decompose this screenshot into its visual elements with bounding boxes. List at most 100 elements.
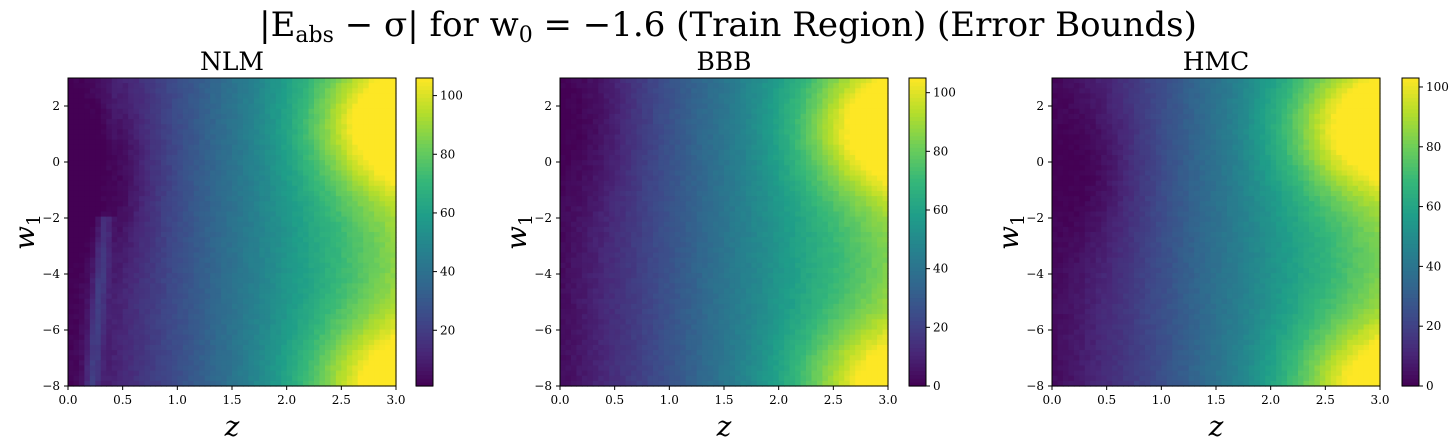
heatmap-cell bbox=[139, 211, 146, 218]
heatmap-cell bbox=[232, 242, 239, 248]
heatmap-cell bbox=[100, 83, 107, 89]
heatmap-cell bbox=[390, 216, 397, 223]
heatmap-cell bbox=[68, 273, 75, 279]
heatmap-cell bbox=[111, 278, 118, 284]
heatmap-cell bbox=[122, 329, 129, 336]
heatmap-cell bbox=[674, 83, 681, 89]
heatmap-cell bbox=[160, 119, 167, 125]
heatmap-cell bbox=[379, 257, 386, 264]
heatmap-cell bbox=[242, 375, 249, 382]
heatmap-cell bbox=[609, 252, 616, 259]
heatmap-cell bbox=[609, 108, 616, 115]
heatmap-cell bbox=[286, 78, 293, 84]
heatmap-cell bbox=[341, 247, 348, 254]
heatmap-cell bbox=[652, 380, 659, 387]
heatmap-cell bbox=[259, 211, 266, 218]
heatmap-cell bbox=[625, 314, 632, 320]
heatmap-cell bbox=[576, 160, 583, 166]
heatmap-cell bbox=[308, 247, 315, 254]
heatmap-cell bbox=[352, 149, 359, 156]
heatmap-cell bbox=[264, 93, 271, 100]
heatmap-cell bbox=[297, 139, 304, 146]
heatmap-cell bbox=[636, 93, 643, 100]
heatmap-cell bbox=[297, 88, 304, 94]
heatmap-cell bbox=[106, 344, 113, 351]
heatmap-cell bbox=[204, 257, 211, 264]
heatmap-cell bbox=[264, 350, 271, 356]
heatmap-cell bbox=[182, 124, 189, 130]
heatmap-cell bbox=[281, 160, 288, 166]
heatmap-cell bbox=[248, 226, 255, 233]
heatmap-cell bbox=[199, 88, 206, 94]
heatmap-cell bbox=[581, 232, 588, 238]
heatmap-cell bbox=[625, 303, 632, 310]
heatmap-cell bbox=[570, 103, 577, 110]
heatmap-cell bbox=[581, 375, 588, 382]
heatmap-cell bbox=[303, 288, 310, 295]
heatmap-cell bbox=[341, 134, 348, 141]
heatmap-cell bbox=[658, 350, 665, 356]
heatmap-cell bbox=[592, 211, 599, 218]
heatmap-cell bbox=[259, 262, 266, 269]
heatmap-cell bbox=[625, 232, 632, 238]
heatmap-cell bbox=[128, 78, 135, 84]
heatmap-cell bbox=[177, 83, 184, 89]
heatmap-cell bbox=[133, 309, 140, 315]
heatmap-cell bbox=[341, 257, 348, 264]
heatmap-cell bbox=[663, 262, 670, 269]
heatmap-cell bbox=[237, 267, 244, 274]
heatmap-cell bbox=[259, 314, 266, 320]
heatmap-cell bbox=[139, 314, 146, 320]
heatmap-cell bbox=[122, 103, 129, 110]
heatmap-cell bbox=[193, 375, 200, 382]
heatmap-cell bbox=[335, 155, 342, 161]
heatmap-cell bbox=[215, 211, 222, 218]
heatmap-cell bbox=[171, 298, 178, 305]
heatmap-cell bbox=[330, 108, 337, 115]
heatmap-cell bbox=[232, 232, 239, 238]
heatmap-cell bbox=[253, 360, 260, 367]
heatmap-cell bbox=[253, 350, 260, 356]
heatmap-cell bbox=[308, 201, 315, 207]
heatmap-cell bbox=[647, 108, 654, 115]
heatmap-cell bbox=[647, 83, 654, 89]
heatmap-cell bbox=[210, 309, 217, 315]
heatmap-cell bbox=[592, 257, 599, 264]
heatmap-cell bbox=[95, 165, 102, 171]
heatmap-cell bbox=[221, 185, 228, 192]
heatmap-cell bbox=[248, 134, 255, 141]
heatmap-cell bbox=[242, 350, 249, 356]
heatmap-cell bbox=[89, 247, 96, 254]
heatmap-cell bbox=[385, 365, 392, 372]
heatmap-cell bbox=[182, 108, 189, 115]
heatmap-cell bbox=[73, 350, 80, 356]
heatmap-cell bbox=[122, 211, 129, 218]
heatmap-cell bbox=[221, 129, 228, 136]
heatmap-cell bbox=[292, 160, 299, 166]
heatmap-cell bbox=[78, 134, 85, 141]
heatmap-cell bbox=[242, 78, 249, 84]
heatmap-cell bbox=[221, 314, 228, 320]
heatmap-cell bbox=[248, 165, 255, 171]
heatmap-cell bbox=[308, 283, 315, 290]
heatmap-cell bbox=[117, 350, 124, 356]
heatmap-cell bbox=[275, 350, 282, 356]
heatmap-cell bbox=[614, 242, 621, 248]
heatmap-cell bbox=[166, 185, 173, 192]
heatmap-cell bbox=[144, 309, 151, 315]
heatmap-cell bbox=[128, 360, 135, 367]
heatmap-cell bbox=[275, 288, 282, 295]
heatmap-cell bbox=[232, 319, 239, 325]
heatmap-cell bbox=[587, 329, 594, 336]
heatmap-cell bbox=[89, 303, 96, 310]
heatmap-cell bbox=[253, 288, 260, 295]
heatmap-cell bbox=[275, 88, 282, 94]
heatmap-cell bbox=[248, 339, 255, 346]
heatmap-cell bbox=[117, 190, 124, 197]
heatmap-cell bbox=[248, 365, 255, 372]
heatmap-cell bbox=[385, 83, 392, 89]
heatmap-cell bbox=[253, 298, 260, 305]
heatmap-cell bbox=[352, 134, 359, 141]
heatmap-cell bbox=[587, 226, 594, 233]
heatmap-cell bbox=[188, 175, 195, 182]
